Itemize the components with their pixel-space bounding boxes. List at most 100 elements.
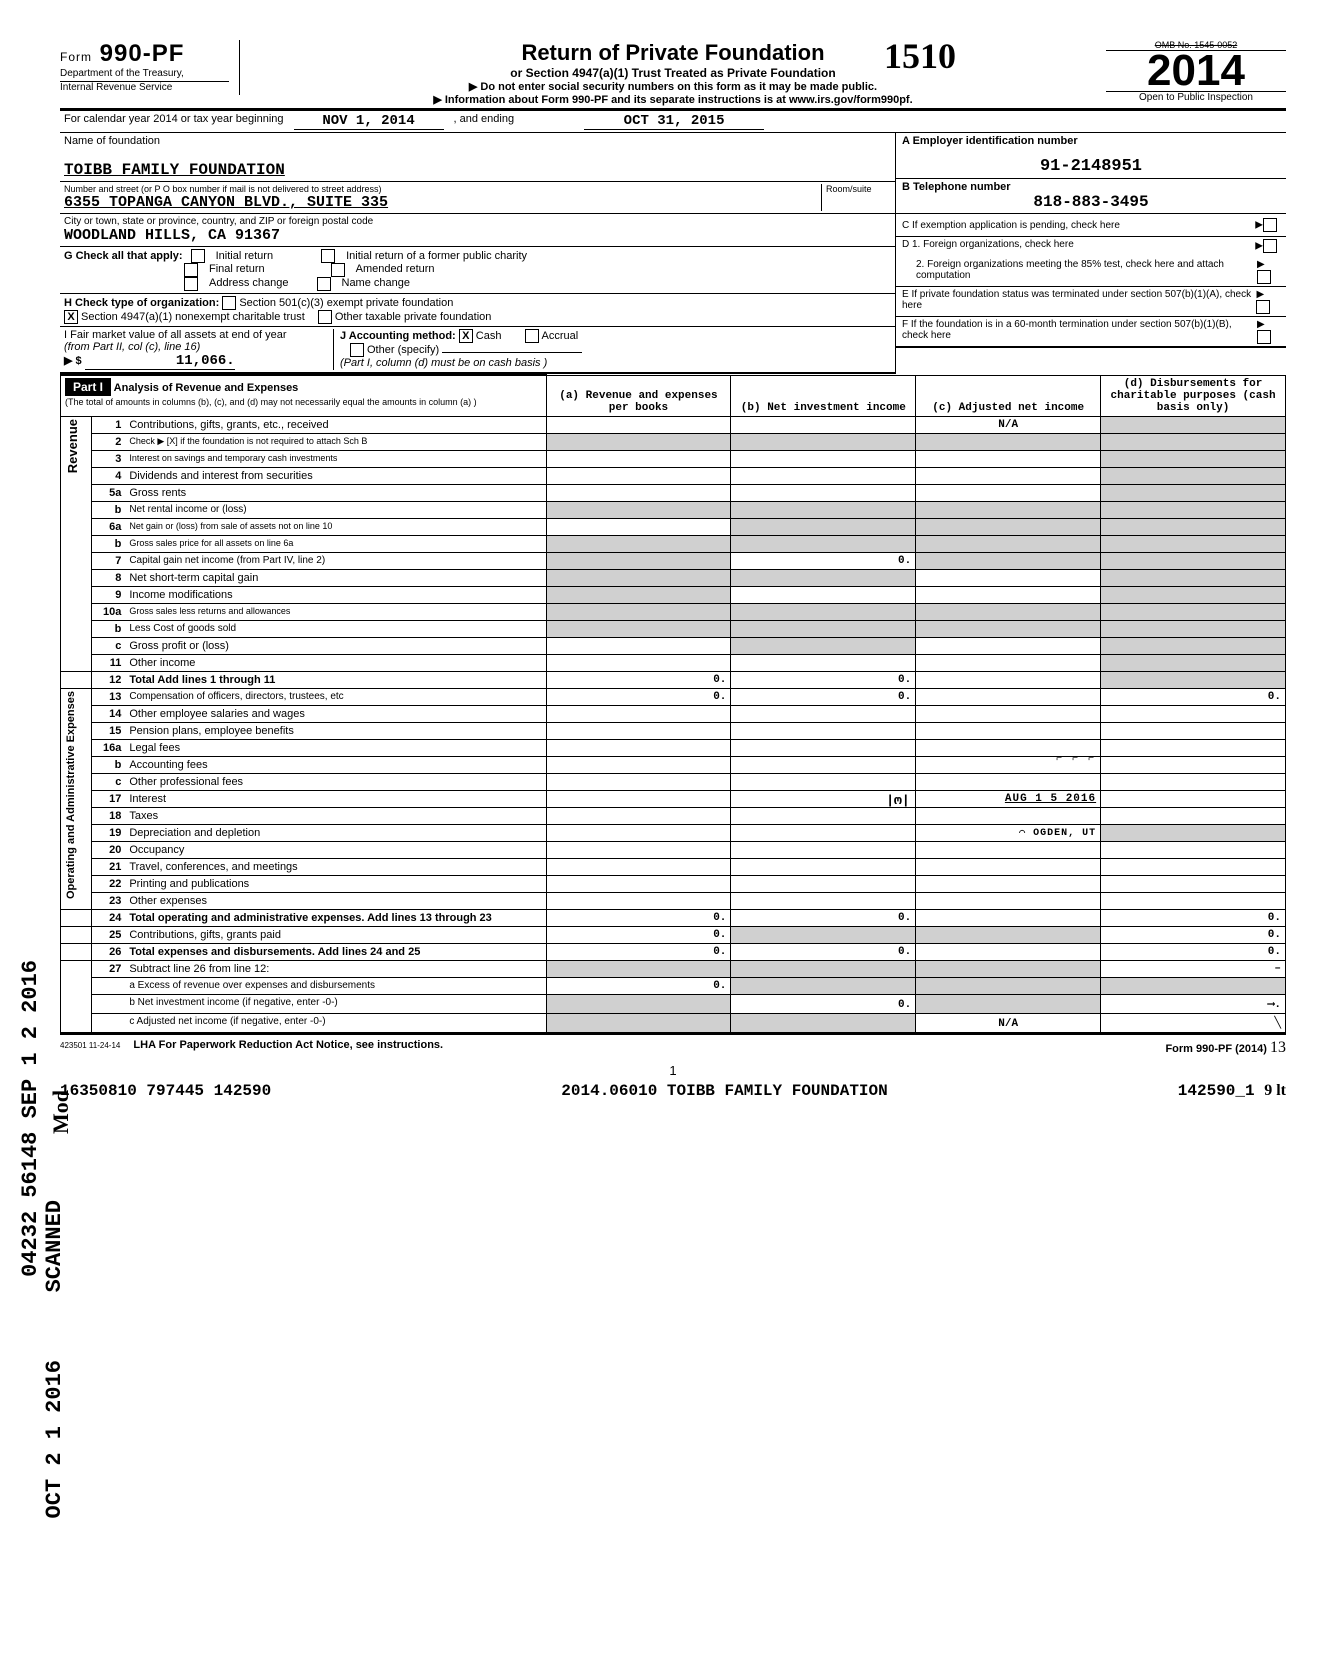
line-14: Other employee salaries and wages: [125, 705, 546, 722]
label-address-change: Address change: [209, 277, 289, 291]
line-6a: Net gain or (loss) from sale of assets n…: [125, 518, 546, 535]
city-label: City or town, state or province, country…: [64, 216, 891, 227]
F-label: F If the foundation is in a 60-month ter…: [902, 319, 1257, 344]
form-title: Return of Private Foundation: [250, 40, 1096, 66]
col-b-header: (b) Net investment income: [731, 375, 916, 416]
checkbox-C[interactable]: [1263, 218, 1277, 232]
I-arrow: ▶ $: [64, 355, 82, 367]
checkbox-F[interactable]: [1257, 330, 1271, 344]
label-final-return: Final return: [209, 263, 265, 277]
line-7: Capital gain net income (from Part IV, l…: [125, 552, 546, 569]
period-begin[interactable]: NOV 1, 2014: [294, 113, 444, 130]
received-stamp: AUG 1 5 2016: [1005, 793, 1096, 805]
line-16b: Accounting fees: [125, 756, 546, 773]
line-27: Subtract line 26 from line 12:: [125, 960, 546, 977]
line-4: Dividends and interest from securities: [125, 467, 546, 484]
right-info-column: A Employer identification number 91-2148…: [896, 133, 1286, 374]
line-16a: Legal fees: [125, 739, 546, 756]
label-501c3: Section 501(c)(3) exempt private foundat…: [239, 297, 453, 309]
checkbox-name-change[interactable]: [317, 277, 331, 291]
line-20: Occupancy: [125, 841, 546, 858]
line-23: Other expenses: [125, 892, 546, 909]
section-IJ: I Fair market value of all assets at end…: [60, 327, 895, 374]
dept-irs: Internal Revenue Service: [60, 82, 229, 95]
line12-a: 0.: [546, 671, 731, 688]
ending-label: , and ending: [454, 113, 515, 130]
J-note: (Part I, column (d) must be on cash basi…: [340, 357, 547, 369]
line-27c: c Adjusted net income (if negative, ente…: [125, 1013, 546, 1033]
line27b-b: 0.: [731, 994, 916, 1013]
tax-period-row: For calendar year 2014 or tax year begin…: [60, 111, 1286, 133]
line-25: Contributions, gifts, grants paid: [125, 926, 546, 943]
form-number-value: 990-PF: [100, 40, 185, 67]
H-label: H Check type of organization:: [64, 297, 219, 309]
checkbox-D1[interactable]: [1263, 239, 1277, 253]
phone-value[interactable]: 818-883-3495: [902, 193, 1280, 211]
label-amended: Amended return: [356, 263, 435, 277]
checkbox-other-method[interactable]: [350, 343, 364, 357]
line7-b: 0.: [731, 552, 916, 569]
E-label: E If private foundation status was termi…: [902, 289, 1256, 314]
checkbox-accrual[interactable]: [525, 329, 539, 343]
checkbox-address-change[interactable]: [184, 277, 198, 291]
line-6b: Gross sales price for all assets on line…: [125, 535, 546, 552]
line25-a: 0.: [546, 926, 731, 943]
margin-stamp-oct: OCT 2 1 2016: [42, 1360, 67, 1518]
col-a-header: (a) Revenue and expenses per books: [546, 375, 731, 416]
line-13: Compensation of officers, directors, tru…: [125, 688, 546, 705]
line12-b: 0.: [731, 671, 916, 688]
checkbox-initial-return[interactable]: [191, 249, 205, 263]
page-handwritten: 13: [1270, 1039, 1286, 1056]
line-12: Total Add lines 1 through 11: [125, 671, 546, 688]
line-15: Pension plans, employee benefits: [125, 722, 546, 739]
dept-treasury: Department of the Treasury,: [60, 68, 229, 82]
part1-table: Part I Analysis of Revenue and Expenses …: [60, 374, 1286, 1035]
line-2: Check ▶ [X] if the foundation is not req…: [125, 433, 546, 450]
revenue-side-label: Revenue: [65, 419, 80, 473]
D1-label: D 1. Foreign organizations, check here: [902, 239, 1074, 253]
checkbox-501c3[interactable]: [222, 296, 236, 310]
period-end[interactable]: OCT 31, 2015: [584, 113, 764, 130]
line26-a: 0.: [546, 943, 731, 960]
label-other-method: Other (specify): [367, 344, 439, 356]
city-state-zip[interactable]: WOODLAND HILLS, CA 91367: [64, 227, 891, 244]
line13-a: 0.: [546, 688, 731, 705]
form-id-block: Form 990-PF Department of the Treasury, …: [60, 40, 240, 95]
checkbox-D2[interactable]: [1257, 270, 1271, 284]
footer-code: 423501 11-24-14: [60, 1041, 120, 1050]
checkbox-final-return[interactable]: [184, 263, 198, 277]
room-label: Room/suite: [826, 184, 891, 194]
col-d-header: (d) Disbursements for charitable purpose…: [1101, 375, 1286, 416]
street-address[interactable]: 6355 TOPANGA CANYON BLVD., SUITE 335: [64, 194, 821, 211]
footer-row-2: 16350810 797445 142590 2014.06010 TOIBB …: [60, 1082, 1286, 1100]
checkbox-cash[interactable]: X: [459, 329, 473, 343]
line-27a: a Excess of revenue over expenses and di…: [125, 977, 546, 994]
line-5b: Net rental income or (loss): [125, 501, 546, 518]
checkbox-4947a1[interactable]: X: [64, 310, 78, 324]
street-label: Number and street (or P O box number if …: [64, 184, 821, 194]
line-9: Income modifications: [125, 586, 546, 603]
checkbox-initial-former[interactable]: [321, 249, 335, 263]
footer-right-hand: 9 lt: [1264, 1082, 1286, 1099]
footer-left-code: 16350810 797445 142590: [60, 1082, 271, 1100]
col-c-header: (c) Adjusted net income: [916, 375, 1101, 416]
part1-subheading: (The total of amounts in columns (b), (c…: [65, 397, 477, 407]
footer-row-1: 423501 11-24-14 LHA For Paperwork Reduct…: [60, 1039, 1286, 1057]
line24-a: 0.: [546, 909, 731, 926]
checkbox-amended[interactable]: [331, 263, 345, 277]
checkbox-E[interactable]: [1256, 300, 1270, 314]
line-27b: b Net investment income (if negative, en…: [125, 994, 546, 1013]
I-from: (from Part II, col (c), line 16): [64, 341, 333, 353]
other-method-field[interactable]: [442, 352, 582, 353]
label-cash: Cash: [476, 330, 502, 342]
checkbox-other-taxable[interactable]: [318, 310, 332, 324]
label-initial-return: Initial return: [216, 250, 273, 262]
fmv-value[interactable]: 11,066.: [85, 353, 235, 370]
ein-value[interactable]: 91-2148951: [902, 157, 1280, 176]
identity-section: Name of foundation TOIBB FAMILY FOUNDATI…: [60, 133, 1286, 374]
foundation-name[interactable]: TOIBB FAMILY FOUNDATION: [64, 161, 891, 179]
form-number: Form 990-PF: [60, 40, 229, 68]
form-ssn-warning: ▶ Do not enter social security numbers o…: [250, 80, 1096, 93]
line-22: Printing and publications: [125, 875, 546, 892]
I-label: I Fair market value of all assets at end…: [64, 329, 333, 341]
